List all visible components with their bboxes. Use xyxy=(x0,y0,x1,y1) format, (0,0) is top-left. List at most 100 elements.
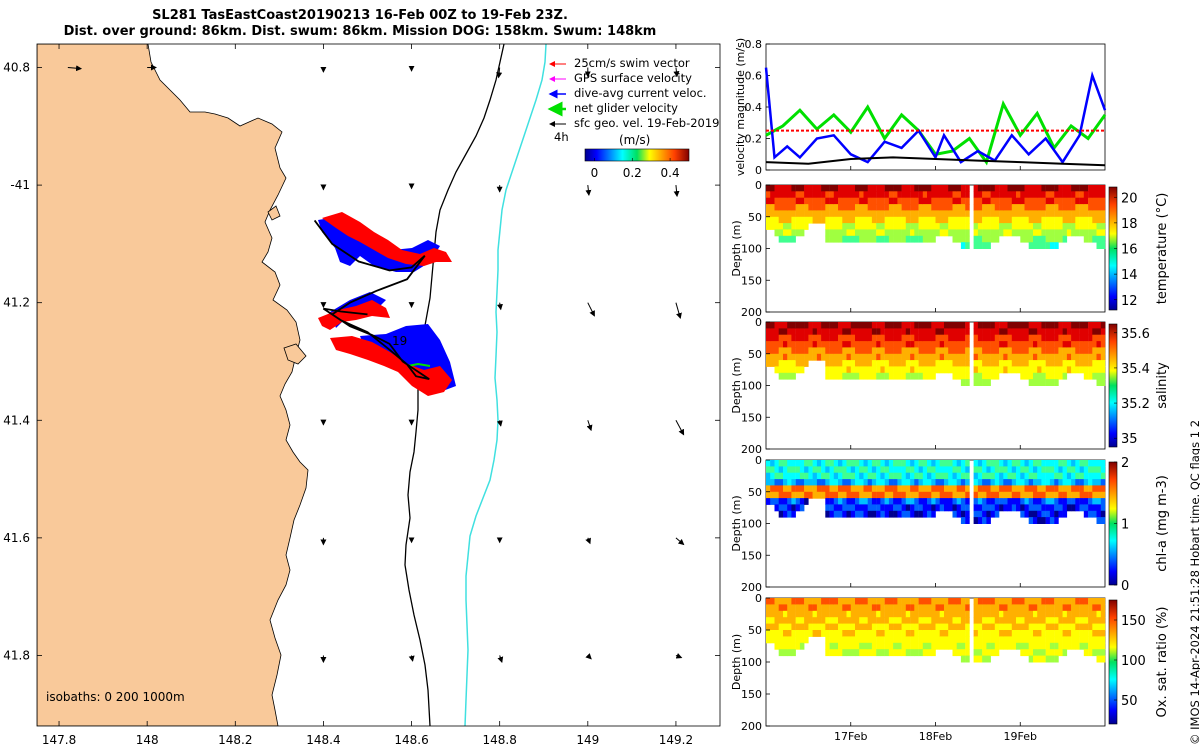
section-cell xyxy=(1096,185,1101,192)
section-cell xyxy=(960,479,966,486)
section-cell xyxy=(1049,504,1055,512)
section-cell xyxy=(918,610,924,618)
section-cell xyxy=(1028,485,1034,493)
section-cell xyxy=(999,360,1004,367)
section-cell xyxy=(842,191,847,199)
section-cell xyxy=(1092,197,1097,205)
section-cell xyxy=(1054,460,1059,467)
section-cell xyxy=(990,235,996,243)
section-cell xyxy=(1007,630,1012,637)
section-cell xyxy=(1020,642,1025,650)
section-cell xyxy=(1003,604,1008,612)
section-cell xyxy=(821,185,826,192)
section-cell xyxy=(766,498,771,505)
section-cell xyxy=(812,604,818,612)
section-cell xyxy=(1092,185,1097,192)
section-cell xyxy=(808,598,813,605)
section-cell xyxy=(774,360,779,367)
section-cell xyxy=(982,229,987,237)
section-cell xyxy=(956,617,962,625)
section-cell xyxy=(1088,204,1093,211)
section-cell xyxy=(914,479,919,486)
section-cell xyxy=(821,623,826,631)
section-cell xyxy=(846,223,851,230)
section-cell xyxy=(901,604,907,612)
section-cell xyxy=(960,491,966,499)
section-cell xyxy=(825,485,830,493)
section-cell xyxy=(990,604,996,612)
section-cell xyxy=(905,642,911,650)
section-cell xyxy=(855,598,860,605)
section-cell xyxy=(1062,479,1068,486)
section-cell xyxy=(859,235,864,243)
section-cell xyxy=(1041,510,1046,518)
section-cell xyxy=(884,347,890,355)
section-cell xyxy=(1083,649,1089,657)
section-cell xyxy=(910,197,915,205)
section-cell xyxy=(850,353,856,361)
section-cell xyxy=(1071,604,1076,612)
section-cell xyxy=(893,334,898,342)
section-cell xyxy=(939,604,945,612)
section-cell xyxy=(1007,485,1012,493)
section-cell xyxy=(1083,617,1089,625)
section-cell xyxy=(838,191,843,199)
section-cell xyxy=(1045,510,1051,518)
section-cell xyxy=(927,466,932,474)
section-cell xyxy=(859,649,864,657)
section-cell xyxy=(783,504,788,512)
section-cell xyxy=(935,636,940,644)
section-cell xyxy=(871,204,877,211)
section-cell xyxy=(1092,617,1097,625)
section-cell xyxy=(838,498,843,505)
section-cell xyxy=(982,498,987,505)
section-cell xyxy=(804,623,809,631)
section-cell xyxy=(982,216,987,224)
section-cell xyxy=(931,460,936,467)
section-cell xyxy=(897,466,902,474)
section-y-tick-label: 150 xyxy=(741,274,762,287)
section-cell xyxy=(825,617,830,625)
section-cell xyxy=(973,642,979,650)
section-cell xyxy=(1092,347,1097,355)
section-cell xyxy=(795,223,801,230)
section-cell xyxy=(922,322,928,329)
section-cell xyxy=(833,485,839,493)
section-cell xyxy=(799,216,805,224)
section-cell xyxy=(944,466,949,474)
section-cell xyxy=(901,630,907,637)
section-cell xyxy=(1045,235,1051,243)
section-cell xyxy=(880,636,885,644)
section-cell xyxy=(795,197,801,205)
section-cell xyxy=(1016,460,1021,467)
section-cell xyxy=(867,485,873,493)
section-cell xyxy=(1011,604,1017,612)
section-cell xyxy=(948,341,953,348)
section-cell xyxy=(876,610,881,618)
section-cell xyxy=(799,642,805,650)
section-cell xyxy=(905,649,911,657)
section-ylabel: Depth (m) xyxy=(730,495,743,551)
section-cell xyxy=(1033,185,1038,192)
section-cell xyxy=(986,242,991,249)
section-cell xyxy=(795,472,801,480)
section-cell xyxy=(982,379,987,386)
section-cell xyxy=(960,472,966,480)
section-cell xyxy=(901,360,907,367)
section-cell xyxy=(778,366,784,374)
section-cell xyxy=(1016,498,1021,505)
section-cell xyxy=(855,204,860,211)
section-cell xyxy=(893,460,898,467)
section-cell xyxy=(922,191,928,199)
section-y-tick-label: 50 xyxy=(748,624,762,637)
section-cell xyxy=(778,491,784,499)
section-cell xyxy=(994,229,1000,237)
section-cell xyxy=(956,204,962,211)
section-cell xyxy=(816,204,822,211)
section-cell xyxy=(914,347,919,355)
section-cell xyxy=(952,360,957,367)
section-cell xyxy=(910,617,915,625)
section-cell xyxy=(965,210,970,218)
section-cell xyxy=(867,191,873,199)
section-cell xyxy=(973,210,979,218)
